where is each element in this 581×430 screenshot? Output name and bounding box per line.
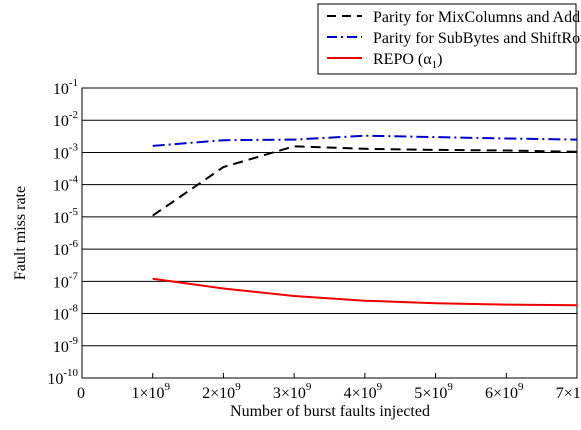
x-tick-label: 6×109 [485,381,524,402]
x-tick-label: 3×109 [273,381,312,402]
series-line-0 [152,145,578,217]
y-axis-label: Fault miss rate [12,186,29,280]
x-tick-label: 7×109 [556,381,581,402]
legend-label-subbytes: Parity for SubBytes and ShiftRows [373,30,581,47]
y-tick-label: 10-5 [53,206,79,227]
y-tick-label: 10-8 [53,303,79,324]
legend-label-repo-name: REPO [373,51,414,68]
y-tick-label: 10-7 [53,270,79,291]
x-tick-label: 2×109 [202,381,241,402]
grid [82,119,577,347]
y-tick-label: 10-6 [53,238,79,259]
legend-label-repo-close: ) [437,51,442,68]
legend-label-repo-sub: 1 [432,59,438,71]
legend: Parity for MixColumns and AddRoundKey Pa… [317,3,581,75]
legend-label-repo: REPO (α1) [373,51,442,71]
y-axis: 10-1 10-2 10-3 10-4 10-5 10-6 10-7 10-8 10-9 10-1… [47,77,78,388]
x-axis-label: Number of burst faults injected [230,403,430,420]
x-tick-label: 4×109 [344,381,383,402]
series-line-1 [152,134,578,147]
y-tick-label: 10-9 [53,335,79,356]
y-tick-label: 10-10 [47,367,78,388]
x-tick-label: 0 [77,385,85,402]
y-tick-label: 10-3 [53,141,79,162]
legend-label-repo-symbol: (α [418,51,432,68]
x-tick-label: 1×109 [131,381,170,402]
series-line-2 [152,277,578,307]
y-tick-label: 10-2 [53,109,78,130]
x-axis: 0 1×109 2×109 3×109 4×109 5×109 6×109 7×109 [77,373,581,402]
legend-label-mixcolumns: Parity for MixColumns and AddRoundKey [373,9,581,26]
series-lines [152,134,578,307]
plot-area [81,87,578,379]
y-tick-label: 10-1 [53,77,78,98]
y-tick-label: 10-4 [53,174,79,195]
x-tick-label: 5×109 [414,381,453,402]
